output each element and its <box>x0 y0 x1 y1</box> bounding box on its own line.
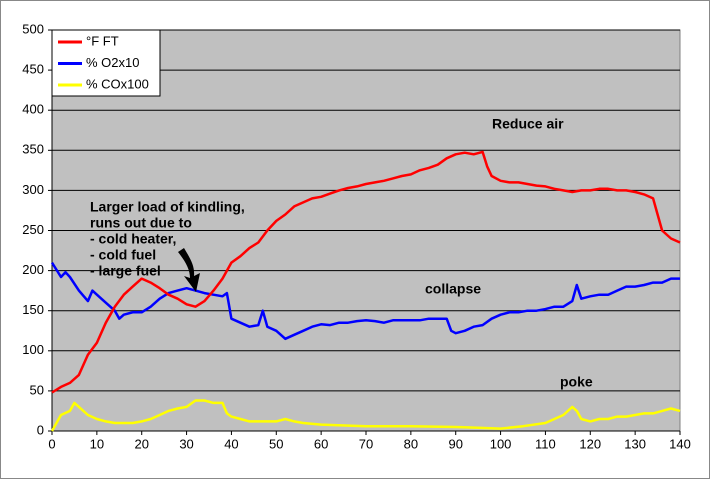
x-tick-label: 30 <box>179 436 193 451</box>
y-tick-label: 200 <box>22 262 44 277</box>
legend-label: °F FT <box>86 33 119 48</box>
annotations: Larger load of kindling,runs out due to-… <box>90 116 593 390</box>
x-tick-label: 140 <box>669 436 691 451</box>
series-line <box>50 261 680 341</box>
annotation: - cold fuel <box>90 247 156 263</box>
y-tick-label: 150 <box>22 302 44 317</box>
y-tick-label: 450 <box>22 62 44 77</box>
x-tick-label: 130 <box>624 436 646 451</box>
annotation: - large fuel <box>90 263 161 279</box>
x-tick-label: 60 <box>314 436 328 451</box>
x-tick-label: 110 <box>535 436 556 451</box>
x-tick-label: 70 <box>359 436 373 451</box>
y-tick-label: 350 <box>22 142 44 157</box>
y-tick-label: 500 <box>22 21 44 36</box>
annotation: Reduce air <box>492 116 564 132</box>
series-line <box>51 150 681 394</box>
x-tick-label: 50 <box>269 436 283 451</box>
x-tick-label: 10 <box>90 436 104 451</box>
series-line <box>50 399 681 432</box>
y-tick-label: 250 <box>22 222 44 237</box>
legend-label: % COx100 <box>86 76 149 91</box>
arrow <box>178 248 200 292</box>
y-tick-label: 50 <box>30 382 44 397</box>
annotation: - cold heater, <box>90 231 176 247</box>
annotation: poke <box>560 374 593 390</box>
legend-label: % O2x10 <box>86 55 139 70</box>
y-tick-label: 100 <box>22 342 44 357</box>
legend: °F FT % O2x10 % COx100 <box>51 29 161 97</box>
annotation: Larger load of kindling, <box>90 199 245 215</box>
y-tick-label: 300 <box>22 182 44 197</box>
y-tick-label: 0 <box>37 422 44 437</box>
x-tick-label: 90 <box>448 436 462 451</box>
x-tick-label: 80 <box>404 436 418 451</box>
annotation: runs out due to <box>90 215 192 231</box>
x-tick-label: 40 <box>224 436 238 451</box>
y-tick-label: 400 <box>22 102 44 117</box>
x-tick-label: 0 <box>48 436 55 451</box>
annotation: collapse <box>425 281 481 297</box>
lines <box>50 150 681 432</box>
x-tick-label: 100 <box>490 436 512 451</box>
x-tick-label: 20 <box>134 436 148 451</box>
x-tick-label: 120 <box>579 436 601 451</box>
